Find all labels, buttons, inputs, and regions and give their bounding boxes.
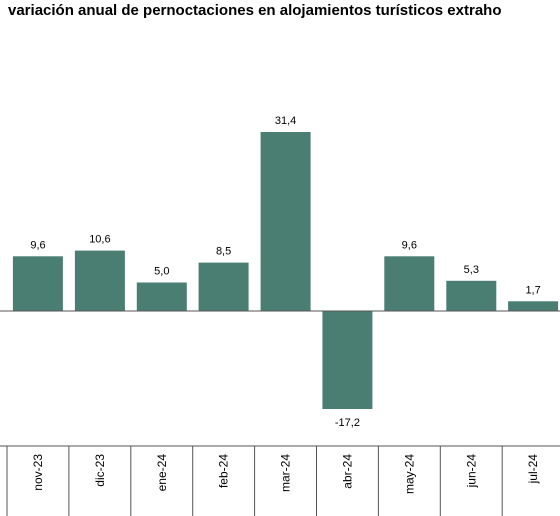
value-label: 10,6: [89, 234, 110, 246]
x-tick-label: jul-24: [526, 454, 540, 485]
x-tick-label: mar-24: [279, 454, 293, 492]
bar-ene-24: [136, 282, 187, 311]
value-label: 9,6: [30, 239, 45, 251]
bar-mar-24: [260, 132, 311, 311]
x-tick-label: ene-24: [155, 454, 169, 492]
value-label: 1,7: [525, 284, 540, 296]
value-label: 9,6: [402, 239, 417, 251]
bar-nov-23: [12, 256, 63, 311]
value-label: 5,3: [464, 264, 479, 276]
bar-jul-24: [508, 301, 559, 311]
chart-title: variación anual de pernoctaciones en alo…: [8, 2, 502, 19]
x-tick-label: may-24: [402, 454, 416, 494]
x-tick-label: jun-24: [464, 454, 478, 489]
value-label: 8,5: [216, 246, 231, 258]
value-label: -17,2: [335, 417, 360, 429]
bar-dic-23: [74, 250, 125, 311]
value-label: 31,4: [275, 115, 296, 127]
bar-may-24: [384, 256, 435, 311]
x-tick-label: feb-24: [217, 454, 231, 488]
bar-abr-24: [322, 311, 373, 409]
value-label: 5,0: [154, 266, 169, 278]
bar-jun-24: [446, 280, 497, 311]
x-tick-label: nov-23: [31, 454, 45, 491]
bar-feb-24: [198, 262, 249, 312]
x-tick-label: dic-23: [93, 454, 107, 487]
x-tick-label: abr-24: [340, 454, 354, 489]
